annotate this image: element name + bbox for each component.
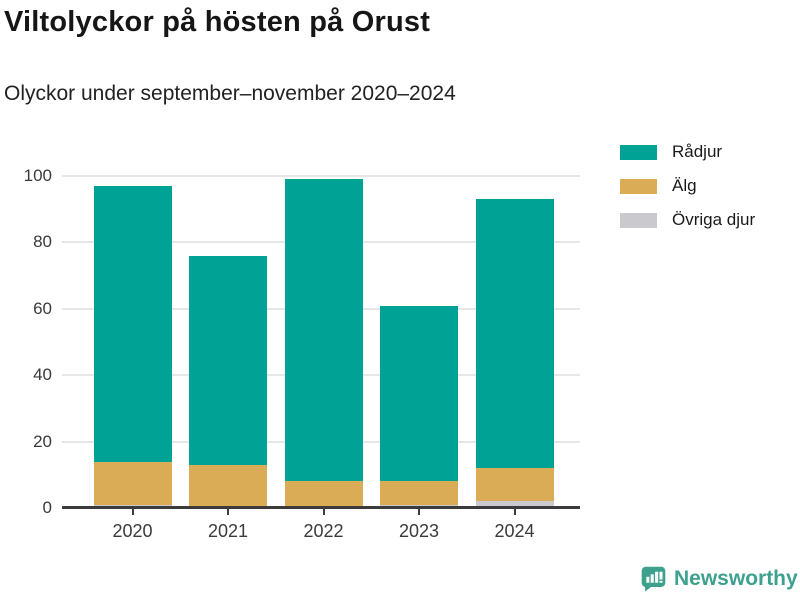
y-axis-tick-label: 20: [33, 431, 52, 451]
legend-item: Rådjur: [620, 142, 755, 162]
newsworthy-logo-icon: [641, 566, 666, 592]
y-gridline: [62, 175, 580, 177]
y-axis-tick-label: 100: [23, 166, 52, 185]
x-axis-tick-label: 2022: [303, 521, 344, 541]
legend-swatch: [620, 212, 657, 228]
x-axis-tick-label: 2020: [112, 521, 153, 541]
bar-segment-r-djur: [189, 255, 267, 465]
bar-segment-r-djur: [380, 305, 458, 482]
bar-segment--lg: [475, 468, 554, 502]
legend-swatch: [620, 178, 657, 194]
legend-label: Älg: [672, 176, 697, 195]
x-axis-tick-label: 2021: [207, 521, 249, 541]
chart-title: Viltolyckor på hösten på Orust: [4, 6, 431, 38]
bar-segment--lg: [189, 464, 267, 508]
bar-segment--lg: [380, 481, 458, 505]
legend-label: Övriga djur: [672, 210, 756, 229]
x-axis-tick: [227, 508, 229, 515]
y-axis-tick-label: 0: [42, 498, 52, 517]
chart-legend: Rådjur Älg Övriga djur: [620, 142, 755, 230]
bar-segment-r-djur: [284, 179, 363, 482]
legend-label: Rådjur: [672, 142, 723, 161]
x-axis-line: [62, 506, 580, 509]
y-axis-tick-label: 40: [33, 365, 52, 385]
x-axis-tick: [131, 508, 134, 515]
newsworthy-brand: Newsworthy: [640, 565, 798, 592]
bar-segment--lg: [284, 481, 363, 508]
bar-segment--vriga-djur: [475, 501, 554, 508]
legend-swatch: [620, 144, 657, 160]
bar-segment-r-djur: [475, 199, 554, 469]
bar-segment--lg: [93, 461, 172, 505]
legend-item: Älg: [620, 176, 755, 196]
newsworthy-brand-text: Newsworthy: [674, 566, 798, 590]
chart-subtitle: Olyckor under september–november 2020–20…: [4, 82, 456, 105]
x-axis-tick-label: 2023: [398, 521, 440, 541]
x-axis-tick: [322, 508, 325, 515]
y-axis-tick-label: 60: [33, 298, 52, 318]
bar-segment-r-djur: [93, 185, 172, 462]
x-axis-tick-label: 2024: [494, 521, 535, 541]
x-axis-tick: [418, 508, 420, 515]
y-axis-tick-label: 80: [33, 232, 52, 252]
bar-chart-plot: 0 20 40 60 80 100 2020 2021 2022 2023 2024: [24, 166, 580, 541]
x-axis-tick: [513, 508, 516, 515]
legend-item: Övriga djur: [620, 210, 755, 230]
